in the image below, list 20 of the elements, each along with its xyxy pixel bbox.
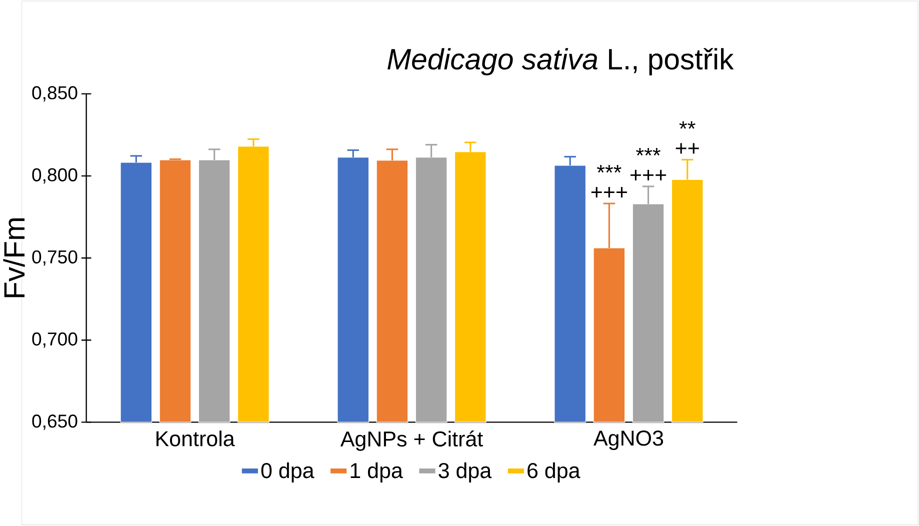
y-axis-title: Fv/Fm (3, 218, 25, 298)
y-tick-label: 0,650 (32, 414, 78, 430)
legend-label: 1 dpa (350, 462, 403, 483)
chart-title: Medicago sativa L., postřik (388, 48, 734, 76)
x-tick-label: AgNO3 (594, 430, 664, 450)
annotation: +++ (630, 170, 666, 181)
x-tick-label: AgNPs + Citrát (340, 430, 483, 451)
x-tick-label: Kontrola (156, 430, 235, 446)
legend-label: 0 dpa (261, 462, 314, 483)
annotation: *** (596, 165, 622, 173)
y-tick-label: 0,750 (32, 250, 78, 266)
legend-label: 3 dpa (438, 462, 492, 483)
annotation: +++ (591, 187, 627, 198)
annotation: ** (679, 121, 696, 129)
annotation: ++ (676, 143, 699, 154)
y-tick-label: 0,700 (32, 332, 78, 348)
legend-label: 6 dpa (528, 462, 580, 483)
y-tick-label: 0,800 (32, 168, 78, 184)
annotation: *** (636, 148, 660, 156)
y-tick-label: 0,850 (32, 86, 78, 102)
